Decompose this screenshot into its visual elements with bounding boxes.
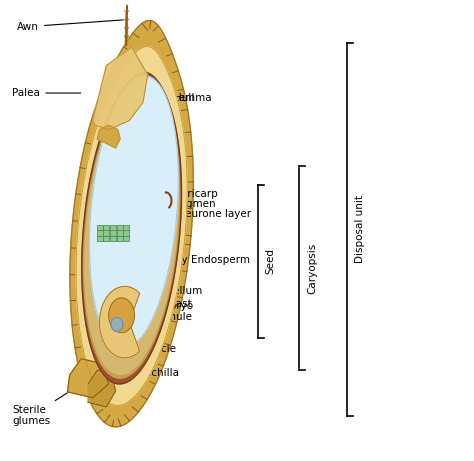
Text: Palea: Palea <box>12 88 81 98</box>
Bar <box>97 236 103 242</box>
Bar <box>103 225 109 230</box>
Bar <box>123 225 129 230</box>
Polygon shape <box>125 13 128 45</box>
Polygon shape <box>97 125 120 148</box>
Text: Seed: Seed <box>266 248 276 274</box>
Text: Pericarp: Pericarp <box>166 189 218 199</box>
Bar <box>103 236 109 242</box>
Text: Scutellum: Scutellum <box>129 286 202 301</box>
Bar <box>97 225 103 230</box>
Polygon shape <box>76 47 187 405</box>
Text: Tegmen: Tegmen <box>164 199 216 209</box>
Text: Radicle: Radicle <box>124 343 176 354</box>
Polygon shape <box>88 370 116 407</box>
Polygon shape <box>111 318 123 331</box>
Polygon shape <box>100 286 139 358</box>
Text: Plumule: Plumule <box>120 312 192 330</box>
Polygon shape <box>83 79 180 378</box>
Bar <box>110 236 116 242</box>
Polygon shape <box>109 298 134 333</box>
Text: Awn: Awn <box>17 20 123 32</box>
Polygon shape <box>67 359 109 398</box>
Bar <box>117 236 123 242</box>
Bar <box>97 230 103 236</box>
Text: Caryopsis: Caryopsis <box>307 242 317 294</box>
Text: Embryo: Embryo <box>153 301 193 311</box>
Bar <box>103 230 109 236</box>
Text: Disposal unit: Disposal unit <box>355 195 365 263</box>
Bar <box>110 230 116 236</box>
Bar <box>117 225 123 230</box>
Polygon shape <box>85 84 178 374</box>
Polygon shape <box>90 76 178 349</box>
Polygon shape <box>92 47 147 130</box>
Bar <box>110 225 116 230</box>
Text: Starchy Endosperm: Starchy Endosperm <box>146 252 250 265</box>
Bar <box>123 236 129 242</box>
Polygon shape <box>70 20 193 427</box>
Text: Lemma: Lemma <box>135 84 211 103</box>
Bar <box>123 230 129 236</box>
Text: Hull: Hull <box>174 93 194 103</box>
Polygon shape <box>82 72 182 384</box>
Text: Sterile
glumes: Sterile glumes <box>12 383 82 426</box>
Text: Aleurone layer: Aleurone layer <box>140 209 251 234</box>
Text: Rachilla: Rachilla <box>132 367 180 378</box>
Bar <box>117 230 123 236</box>
Text: Epiblast: Epiblast <box>123 299 191 317</box>
